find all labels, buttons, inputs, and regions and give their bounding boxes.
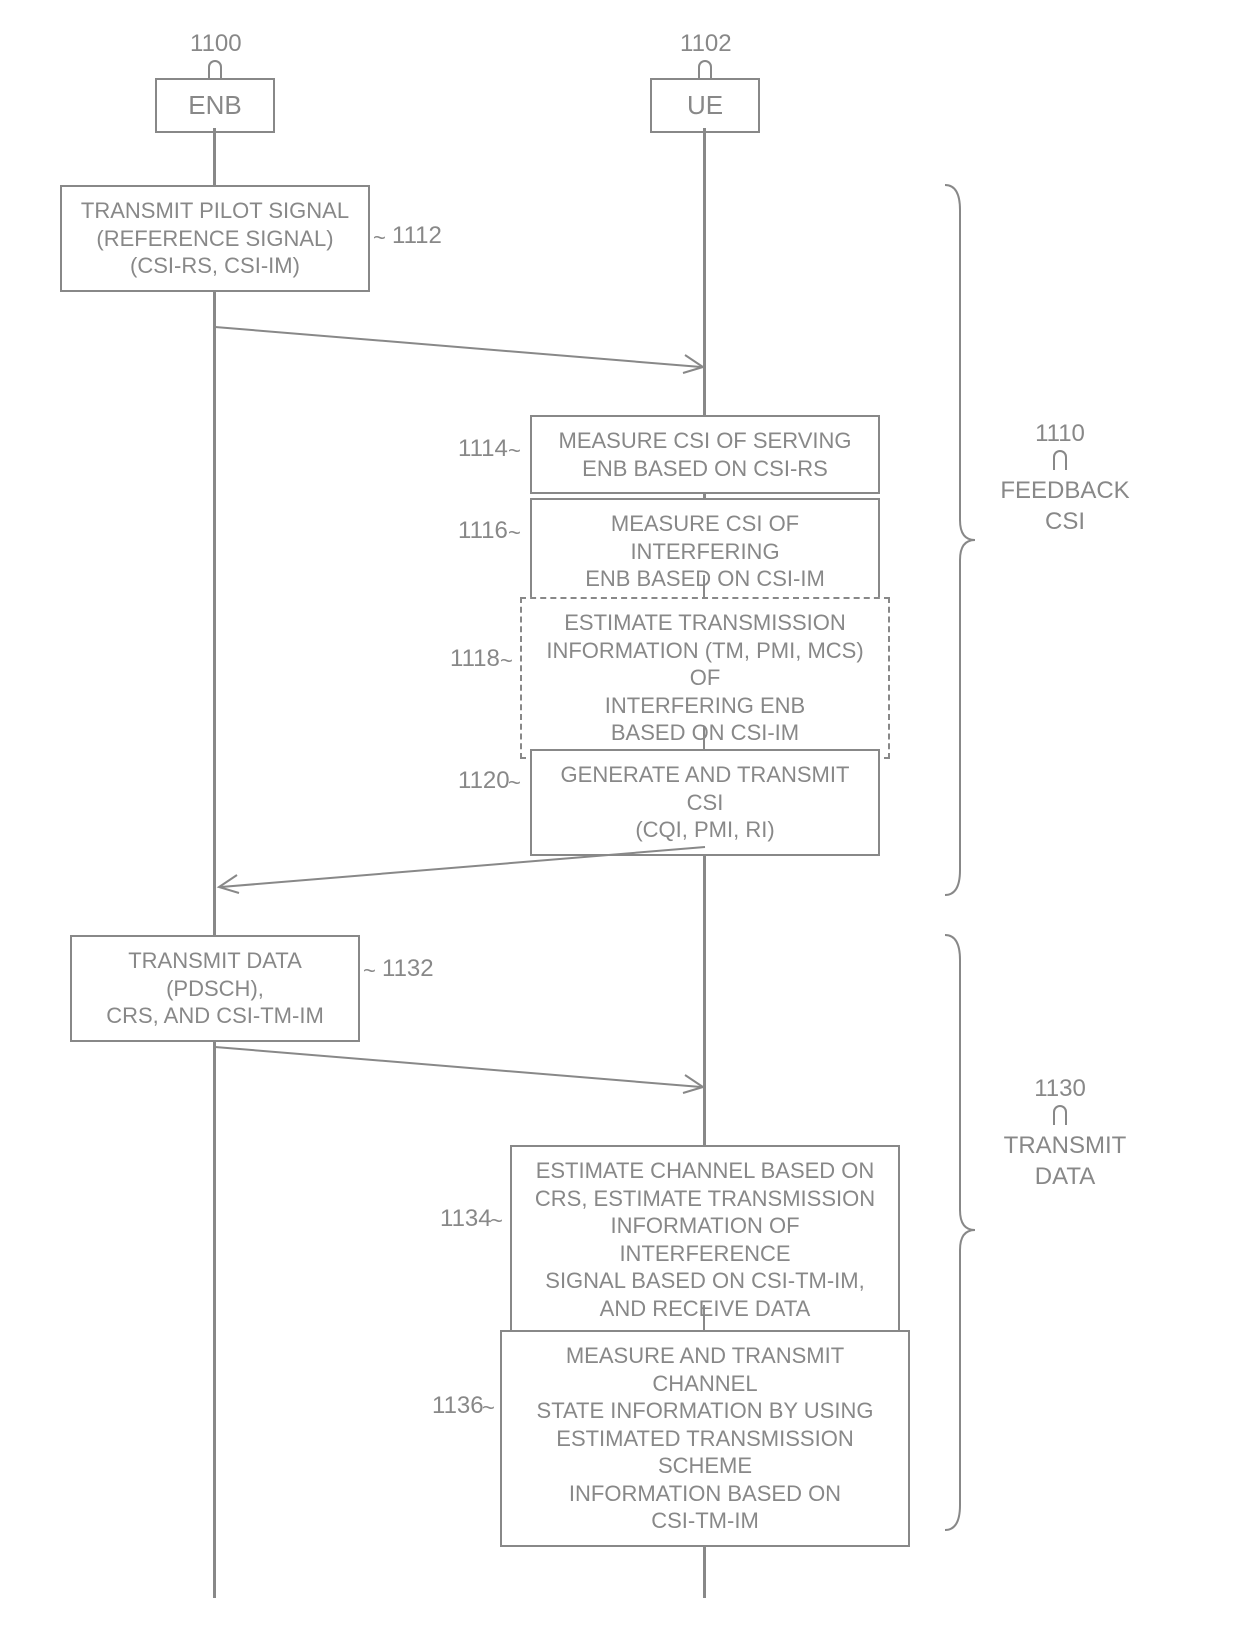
tilde-1134: ~ [490, 1208, 503, 1234]
tilde-1120: ~ [508, 770, 521, 796]
ref-1134: 1134 [440, 1205, 492, 1233]
box-1114: MEASURE CSI OF SERVING ENB BASED ON CSI-… [530, 415, 880, 494]
box-1134-line5: AND RECEIVE DATA [524, 1295, 886, 1323]
connector-1118-1120 [703, 727, 705, 749]
phase-1130-line1: TRANSMIT [1000, 1130, 1130, 1161]
arrow-enb-ue-1 [213, 325, 709, 375]
hook-1110 [1053, 450, 1067, 470]
ref-1116: 1116 [458, 517, 508, 545]
ref-1100: 1100 [190, 30, 240, 58]
box-1136: MEASURE AND TRANSMIT CHANNEL STATE INFOR… [500, 1330, 910, 1547]
box-1112: TRANSMIT PILOT SIGNAL (REFERENCE SIGNAL)… [60, 185, 370, 292]
box-1134-line1: ESTIMATE CHANNEL BASED ON [524, 1157, 886, 1185]
box-1118: ESTIMATE TRANSMISSION INFORMATION (TM, P… [520, 597, 890, 759]
connector-1134-1136 [703, 1305, 705, 1330]
ref-1136: 1136 [432, 1392, 484, 1420]
ref-1130: 1130 [1030, 1075, 1090, 1103]
ref-1114: 1114 [458, 435, 508, 463]
entity-enb: ENB [155, 78, 275, 133]
box-1112-line2: (REFERENCE SIGNAL) [74, 225, 356, 253]
box-1134-line2: CRS, ESTIMATE TRANSMISSION [524, 1185, 886, 1213]
sequence-diagram: 1100 ENB 1102 UE TRANSMIT PILOT SIGNAL (… [0, 0, 1240, 1632]
box-1132: TRANSMIT DATA (PDSCH), CRS, AND CSI-TM-I… [70, 935, 360, 1042]
box-1136-line4: INFORMATION BASED ON [514, 1480, 896, 1508]
tilde-1118: ~ [500, 648, 513, 674]
box-1120-line1: GENERATE AND TRANSMIT CSI [544, 761, 866, 816]
tilde-1116: ~ [508, 520, 521, 546]
box-1116: MEASURE CSI OF INTERFERING ENB BASED ON … [530, 498, 880, 605]
box-1114-line2: ENB BASED ON CSI-RS [544, 455, 866, 483]
tilde-1114: ~ [508, 438, 521, 464]
phase-1110-label: FEEDBACK CSI [1000, 475, 1130, 537]
box-1134: ESTIMATE CHANNEL BASED ON CRS, ESTIMATE … [510, 1145, 900, 1334]
box-1132-line2: CRS, AND CSI-TM-IM [84, 1002, 346, 1030]
box-1118-line3: INTERFERING ENB [534, 692, 876, 720]
box-1116-line1: MEASURE CSI OF INTERFERING [544, 510, 866, 565]
entity-ue-label: UE [687, 90, 723, 120]
box-1114-line1: MEASURE CSI OF SERVING [544, 427, 866, 455]
phase-1110-line2: CSI [1000, 506, 1130, 537]
hook-1130 [1053, 1105, 1067, 1125]
entity-ue: UE [650, 78, 760, 133]
box-1112-line1: TRANSMIT PILOT SIGNAL [74, 197, 356, 225]
ref-1120: 1120 [458, 767, 510, 795]
ref-1110: 1110 [1030, 420, 1090, 448]
arrow-enb-ue-2 [213, 1045, 709, 1095]
phase-1110-line1: FEEDBACK [1000, 475, 1130, 506]
phase-1130-label: TRANSMIT DATA [1000, 1130, 1130, 1192]
tilde-1132: ~ [363, 958, 376, 984]
tilde-1112: ~ [373, 225, 386, 251]
box-1116-line2: ENB BASED ON CSI-IM [544, 565, 866, 593]
box-1134-line3: INFORMATION OF INTERFERENCE [524, 1212, 886, 1267]
box-1132-line1: TRANSMIT DATA (PDSCH), [84, 947, 346, 1002]
box-1120: GENERATE AND TRANSMIT CSI (CQI, PMI, RI) [530, 749, 880, 856]
box-1120-line2: (CQI, PMI, RI) [544, 816, 866, 844]
connector-1116-1118 [703, 575, 705, 597]
box-1136-line1: MEASURE AND TRANSMIT CHANNEL [514, 1342, 896, 1397]
box-1112-line3: (CSI-RS, CSI-IM) [74, 252, 356, 280]
ref-1118: 1118 [450, 645, 500, 673]
hook-ue [698, 60, 712, 80]
box-1118-line1: ESTIMATE TRANSMISSION [534, 609, 876, 637]
entity-enb-label: ENB [188, 90, 241, 120]
ref-1132: 1132 [382, 955, 434, 983]
box-1136-line3: ESTIMATED TRANSMISSION SCHEME [514, 1425, 896, 1480]
phase-1130-line2: DATA [1000, 1161, 1130, 1192]
box-1136-line2: STATE INFORMATION BY USING [514, 1397, 896, 1425]
arrow-ue-enb-1 [213, 845, 709, 895]
box-1118-line2: INFORMATION (TM, PMI, MCS) OF [534, 637, 876, 692]
ref-1112: 1112 [392, 222, 442, 250]
tilde-1136: ~ [482, 1395, 495, 1421]
ref-1102: 1102 [680, 30, 730, 58]
brace-1110 [940, 180, 980, 900]
hook-enb [208, 60, 222, 80]
brace-1130 [940, 930, 980, 1535]
box-1136-line5: CSI-TM-IM [514, 1507, 896, 1535]
box-1118-line4: BASED ON CSI-IM [534, 719, 876, 747]
box-1134-line4: SIGNAL BASED ON CSI-TM-IM, [524, 1267, 886, 1295]
